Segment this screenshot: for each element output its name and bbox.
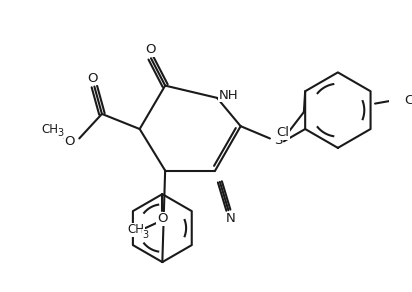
Text: Cl: Cl — [276, 126, 290, 139]
Text: CH: CH — [127, 223, 144, 237]
Text: 3: 3 — [57, 128, 63, 138]
Text: 3: 3 — [142, 230, 148, 240]
Text: NH: NH — [219, 88, 238, 102]
Text: N: N — [225, 212, 235, 225]
Text: O: O — [65, 135, 75, 148]
Text: O: O — [157, 212, 168, 225]
Text: O: O — [87, 72, 98, 85]
Text: S: S — [274, 134, 283, 147]
Text: Cl: Cl — [404, 94, 412, 107]
Text: CH: CH — [42, 123, 59, 135]
Text: O: O — [146, 43, 156, 56]
